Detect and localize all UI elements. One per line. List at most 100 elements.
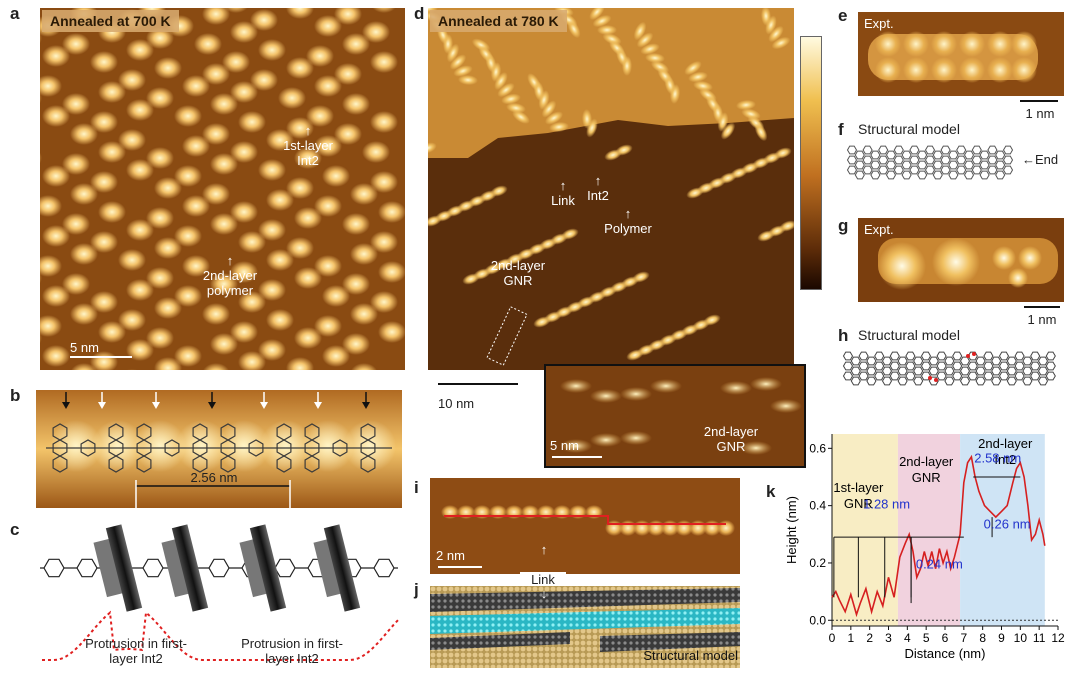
phenyl-slab <box>249 524 287 612</box>
panel-d-scalebar <box>438 383 518 385</box>
ring <box>924 155 936 165</box>
stm-blob <box>768 25 784 43</box>
stm-blob <box>230 261 258 283</box>
stm-blob <box>350 363 378 370</box>
ring <box>897 366 908 376</box>
stm-blob <box>98 201 126 223</box>
stm-blob <box>589 8 605 21</box>
stm-blob <box>1018 246 1042 270</box>
stm-blob <box>428 142 437 154</box>
stm-blob <box>258 279 286 301</box>
ring <box>932 150 943 160</box>
stm-blob <box>688 71 708 83</box>
stm-blob <box>878 242 926 290</box>
ring <box>905 351 916 361</box>
panel-d-inset: 2nd-layer GNR 5 nm <box>544 364 806 468</box>
y-tick-label: 0.2 <box>809 556 826 570</box>
x-tick-label: 2 <box>866 631 873 645</box>
stm-blob <box>126 219 154 241</box>
end-label: End <box>1035 152 1059 167</box>
stm-blob <box>294 327 322 349</box>
stm-blob <box>322 285 350 307</box>
stm-blob <box>62 273 90 295</box>
stm-blob <box>754 122 768 142</box>
ring <box>854 170 865 180</box>
panel-g-scalebar <box>1024 306 1060 308</box>
stm-blob <box>717 520 735 536</box>
panel-h-letter: h <box>838 326 849 345</box>
stm-blob <box>770 399 802 413</box>
ring <box>967 371 978 381</box>
stm-blob <box>238 351 266 370</box>
stm-blob <box>684 60 702 76</box>
ring <box>1006 356 1017 366</box>
stm-blob <box>174 105 202 127</box>
stm-blob <box>590 433 622 447</box>
stm-blob <box>224 8 248 13</box>
ring <box>948 160 959 170</box>
stm-blob <box>202 363 230 370</box>
ring <box>874 361 885 371</box>
ring <box>991 366 1002 376</box>
ring <box>995 160 1006 170</box>
ring <box>917 170 928 180</box>
ring <box>842 371 854 381</box>
ring <box>1045 351 1056 361</box>
stm-blob <box>230 141 258 163</box>
stm-blob <box>620 431 652 445</box>
panel-g-scale-label: 1 nm <box>1027 312 1057 327</box>
ring <box>276 455 292 473</box>
ring <box>975 366 986 376</box>
ring <box>963 170 975 180</box>
panel-g-letter: g <box>838 216 849 235</box>
polymer-label: 2nd-layer polymer <box>202 268 258 298</box>
ring <box>1006 376 1017 386</box>
stm-blob <box>693 80 713 92</box>
region-label: GNR <box>844 496 873 511</box>
ring <box>332 439 348 457</box>
x-tick-label: 5 <box>923 631 930 645</box>
panel-g-stm-image: Expt. <box>858 218 1064 302</box>
stm-blob <box>202 8 230 25</box>
panel-e-scale-label: 1 nm <box>1025 106 1055 121</box>
phenyl-slab <box>161 538 191 598</box>
stm-blob <box>266 309 294 331</box>
ring <box>850 366 861 376</box>
ring <box>909 155 920 165</box>
ring <box>944 376 955 386</box>
ring <box>901 160 912 170</box>
stm-blob <box>875 57 901 83</box>
panel-f-letter: f <box>838 120 844 139</box>
stm-blob <box>294 207 322 229</box>
stm-blob <box>344 420 396 472</box>
ring <box>1037 356 1049 366</box>
ring <box>874 351 885 361</box>
stm-blob <box>462 273 480 285</box>
panel-c-protrusion-2: Protrusion in first-layer Int2 <box>241 636 343 666</box>
stm-blob <box>70 183 98 205</box>
stm-blob <box>541 100 557 118</box>
stm-blob <box>497 82 515 98</box>
ring <box>889 351 900 361</box>
ring <box>924 145 936 155</box>
stm-blob <box>40 195 62 217</box>
stm-blob <box>640 43 660 55</box>
stm-blob <box>230 81 258 103</box>
ring <box>952 361 963 371</box>
pointer-arrow-head <box>98 402 106 409</box>
stm-blob <box>258 159 286 181</box>
stm-blob <box>306 45 334 67</box>
ring <box>136 455 152 473</box>
panel-i-letter: i <box>414 478 419 497</box>
inset-scalebar <box>552 456 602 458</box>
stm-blob <box>370 171 398 193</box>
stm-blob <box>210 153 238 175</box>
annotation-4: 0.26 nm <box>984 517 1031 532</box>
ring <box>983 371 994 381</box>
stm-blob <box>40 332 42 344</box>
stm-blob <box>342 333 370 355</box>
ring <box>842 351 854 361</box>
stm-blob <box>370 111 398 133</box>
ring <box>956 155 967 165</box>
ring <box>920 351 932 361</box>
